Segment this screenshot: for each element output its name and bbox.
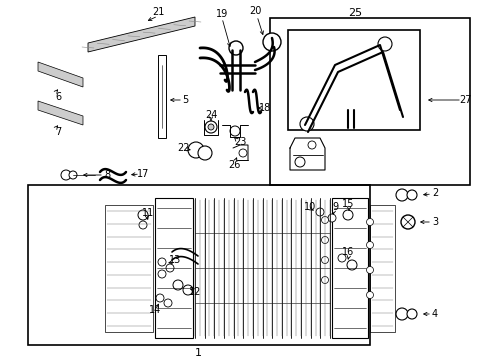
Circle shape — [156, 294, 163, 302]
Text: 1: 1 — [194, 348, 201, 358]
Text: 26: 26 — [227, 160, 240, 170]
Circle shape — [263, 33, 281, 51]
Bar — [155, 198, 193, 338]
Polygon shape — [158, 55, 165, 138]
Circle shape — [294, 157, 305, 167]
Text: 9: 9 — [331, 202, 337, 212]
Text: 12: 12 — [188, 287, 201, 297]
Text: 17: 17 — [137, 169, 149, 179]
Circle shape — [183, 285, 193, 295]
Text: 22: 22 — [176, 143, 189, 153]
Circle shape — [158, 258, 165, 266]
Text: 24: 24 — [204, 110, 217, 120]
Circle shape — [366, 266, 373, 274]
Circle shape — [406, 309, 416, 319]
Circle shape — [229, 126, 240, 136]
Text: 11: 11 — [142, 208, 154, 218]
Text: 25: 25 — [347, 8, 361, 18]
Circle shape — [139, 221, 147, 229]
Circle shape — [346, 260, 356, 270]
Circle shape — [406, 190, 416, 200]
Circle shape — [163, 299, 172, 307]
Circle shape — [204, 121, 217, 133]
Circle shape — [327, 214, 335, 222]
Circle shape — [158, 270, 165, 278]
Bar — [331, 198, 367, 338]
Text: 6: 6 — [55, 92, 61, 102]
Text: 3: 3 — [431, 217, 437, 227]
Circle shape — [299, 117, 313, 131]
Polygon shape — [88, 17, 195, 52]
Circle shape — [239, 149, 246, 157]
Polygon shape — [38, 101, 83, 125]
Circle shape — [395, 189, 407, 201]
Text: 13: 13 — [168, 255, 181, 265]
Text: 8: 8 — [104, 170, 110, 180]
Text: 19: 19 — [215, 9, 228, 19]
Circle shape — [321, 237, 328, 243]
Circle shape — [138, 210, 148, 220]
Text: 2: 2 — [431, 188, 437, 198]
Text: 23: 23 — [233, 137, 245, 147]
Circle shape — [165, 264, 174, 272]
Polygon shape — [38, 62, 83, 87]
Circle shape — [366, 219, 373, 225]
Text: 27: 27 — [458, 95, 470, 105]
Bar — [105, 205, 153, 332]
Text: 20: 20 — [248, 6, 261, 16]
Circle shape — [315, 208, 324, 216]
Text: 15: 15 — [341, 199, 353, 209]
Circle shape — [342, 210, 352, 220]
Circle shape — [321, 256, 328, 264]
Circle shape — [395, 308, 407, 320]
Circle shape — [173, 280, 183, 290]
Circle shape — [321, 216, 328, 224]
Text: 16: 16 — [341, 247, 353, 257]
Text: 18: 18 — [258, 103, 270, 113]
Bar — [269, 18, 469, 185]
Circle shape — [377, 37, 391, 51]
Text: 4: 4 — [431, 309, 437, 319]
Text: 7: 7 — [55, 127, 61, 137]
Text: 14: 14 — [148, 305, 161, 315]
Circle shape — [228, 41, 243, 55]
Circle shape — [366, 292, 373, 298]
Circle shape — [400, 215, 414, 229]
Circle shape — [207, 124, 214, 130]
Circle shape — [69, 171, 77, 179]
Text: 21: 21 — [151, 7, 164, 17]
Circle shape — [366, 242, 373, 248]
Circle shape — [198, 146, 212, 160]
Bar — [28, 185, 369, 345]
Circle shape — [307, 141, 315, 149]
Text: 5: 5 — [182, 95, 188, 105]
Circle shape — [337, 254, 346, 262]
Circle shape — [61, 170, 71, 180]
Circle shape — [187, 142, 203, 158]
Bar — [287, 30, 419, 130]
Circle shape — [321, 276, 328, 284]
Text: 10: 10 — [303, 202, 315, 212]
Bar — [369, 205, 394, 332]
